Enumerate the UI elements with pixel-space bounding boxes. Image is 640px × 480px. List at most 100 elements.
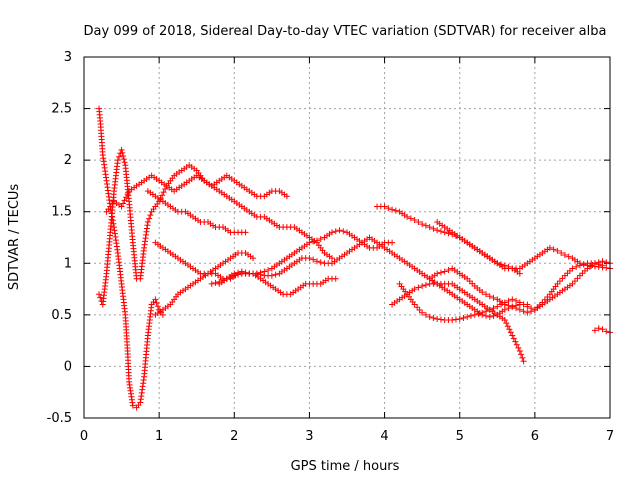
data-point-plus xyxy=(471,311,478,318)
data-point-plus xyxy=(419,221,426,228)
data-point-plus xyxy=(498,261,505,268)
data-point-plus xyxy=(250,255,257,262)
x-tick-label: 2 xyxy=(230,429,238,444)
data-point-plus xyxy=(516,347,523,354)
y-tick-label: 2 xyxy=(64,153,72,168)
data-point-plus xyxy=(159,311,166,318)
data-point-plus xyxy=(121,197,128,204)
data-point-plus xyxy=(486,306,493,313)
data-point-plus xyxy=(507,329,514,336)
data-point-plus xyxy=(513,297,520,304)
data-point-plus xyxy=(419,282,426,289)
data-point-plus xyxy=(118,146,125,153)
data-point-plus xyxy=(430,225,437,232)
data-point-plus xyxy=(147,212,154,219)
x-tick-label: 1 xyxy=(155,429,163,444)
x-tick-label: 3 xyxy=(305,429,313,444)
data-point-plus xyxy=(460,314,467,321)
data-point-plus xyxy=(124,191,131,198)
data-point-plus xyxy=(573,263,580,270)
data-point-plus xyxy=(97,294,104,301)
data-point-plus xyxy=(426,224,433,231)
data-point-plus xyxy=(437,316,444,323)
data-points xyxy=(96,105,613,411)
data-point-plus xyxy=(571,278,578,285)
data-point-plus xyxy=(486,313,493,320)
data-point-plus xyxy=(445,266,452,273)
data-point-plus xyxy=(152,296,159,303)
data-point-plus xyxy=(160,189,167,196)
data-point-plus xyxy=(242,229,249,236)
x-tick-label: 4 xyxy=(380,429,388,444)
data-point-plus xyxy=(434,315,441,322)
data-point-plus xyxy=(580,261,587,268)
data-point-plus xyxy=(159,192,166,199)
data-point-plus xyxy=(437,269,444,276)
data-point-plus xyxy=(479,289,486,296)
data-point-plus xyxy=(153,299,160,306)
data-point-plus xyxy=(268,272,275,279)
data-point-plus xyxy=(520,358,527,365)
data-point-plus xyxy=(242,269,249,276)
data-point-plus xyxy=(317,259,324,266)
data-point-plus xyxy=(528,308,535,315)
data-point-plus xyxy=(509,296,516,303)
data-point-plus xyxy=(426,313,433,320)
data-point-plus xyxy=(464,313,471,320)
data-point-plus xyxy=(389,206,396,213)
data-point-plus xyxy=(144,219,151,226)
data-point-plus xyxy=(272,271,279,278)
data-point-plus xyxy=(475,310,482,317)
data-point-plus xyxy=(483,291,490,298)
data-point-plus xyxy=(430,314,437,321)
data-point-plus xyxy=(559,275,566,282)
data-point-plus xyxy=(603,264,610,271)
data-point-plus xyxy=(422,311,429,318)
data-point-plus xyxy=(558,249,565,256)
data-point-plus xyxy=(513,341,520,348)
data-point-plus xyxy=(116,153,123,160)
data-point-plus xyxy=(381,203,388,210)
data-point-plus xyxy=(576,262,583,269)
data-point-plus xyxy=(512,338,519,345)
data-point-plus xyxy=(490,305,497,312)
data-point-plus xyxy=(434,227,441,234)
data-point-plus xyxy=(208,280,215,287)
data-point-plus xyxy=(411,216,418,223)
data-point-plus xyxy=(332,275,339,282)
data-point-plus xyxy=(490,312,497,319)
data-point-plus xyxy=(516,306,523,313)
data-point-plus xyxy=(445,230,452,237)
data-point-plus xyxy=(441,229,448,236)
plot-frame xyxy=(83,56,611,419)
data-point-plus xyxy=(306,255,313,262)
data-point-plus xyxy=(603,259,610,266)
data-point-plus xyxy=(504,323,511,330)
data-point-plus xyxy=(516,270,523,277)
data-point-plus xyxy=(441,268,448,275)
data-point-plus xyxy=(404,213,411,220)
data-point-plus xyxy=(162,186,169,193)
data-point-plus xyxy=(467,312,474,319)
data-point-plus xyxy=(411,286,418,293)
data-point-plus xyxy=(313,237,320,244)
data-point-plus xyxy=(483,308,490,315)
data-point-plus xyxy=(544,293,551,300)
data-point-plus xyxy=(414,304,421,311)
data-point-plus xyxy=(501,306,508,313)
y-axis-label: SDTVAR / TECUs xyxy=(7,184,22,291)
data-point-plus xyxy=(419,309,426,316)
data-point-plus xyxy=(283,193,290,200)
data-point-plus xyxy=(479,309,486,316)
y-tick-label: 1 xyxy=(64,256,72,271)
data-point-plus xyxy=(235,269,242,276)
data-point-plus xyxy=(119,149,126,156)
data-point-plus xyxy=(490,294,497,301)
data-point-plus xyxy=(415,284,422,291)
data-point-plus xyxy=(154,303,161,310)
y-tick-label: 1.5 xyxy=(51,205,72,220)
data-point-plus xyxy=(569,265,576,272)
y-tick-label: 3 xyxy=(64,50,72,65)
data-point-plus xyxy=(486,293,493,300)
